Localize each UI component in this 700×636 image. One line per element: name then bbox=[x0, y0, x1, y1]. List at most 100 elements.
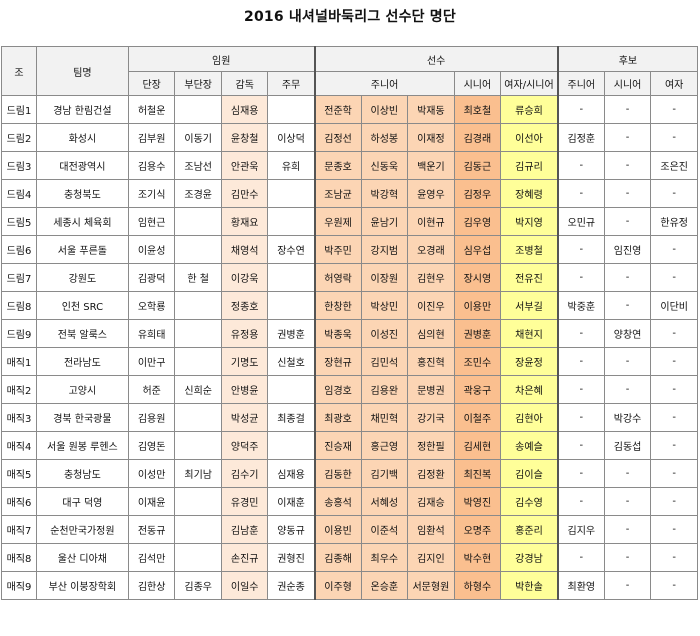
cell-junior-2: 이준석 bbox=[360, 515, 409, 544]
cell-reserve-women: - bbox=[650, 123, 698, 152]
roster-table: 조 팀명 임원 선수 후보 단장 부단장 감독 주무 주니어 시니어 여자/시니… bbox=[1, 46, 698, 600]
cell-junior-3: 김현우 bbox=[407, 263, 455, 292]
cell-reserve-senior: - bbox=[603, 207, 652, 236]
cell-gamdok: 윤창철 bbox=[220, 123, 269, 152]
cell-junior-3: 박재동 bbox=[407, 95, 455, 124]
cell-jo: 매직4 bbox=[1, 431, 37, 460]
header-reserve-junior: 주니어 bbox=[556, 71, 605, 96]
cell-team: 전북 알룩스 bbox=[35, 319, 129, 348]
cell-jo: 매직8 bbox=[1, 543, 37, 572]
cell-team: 세종시 체육회 bbox=[35, 207, 129, 236]
table-row: 드림2 화성시 김부원 이동기 윤창철 이상덕 김정선 하성봉 이재정 김경래 이선아 김정훈 - - bbox=[1, 123, 698, 152]
cell-jo: 드림9 bbox=[1, 319, 37, 348]
cell-bu-dandan: 조남선 bbox=[174, 151, 222, 180]
cell-junior-1: 임경호 bbox=[313, 375, 362, 404]
table-row: 드림4 충청북도 조기식 조경윤 김만수 조남균 박강혁 윤영우 김정우 장혜령 - - - bbox=[1, 179, 698, 208]
cell-junior-3: 김재승 bbox=[407, 487, 455, 516]
cell-reserve-junior: - bbox=[556, 235, 605, 264]
cell-junior-2: 최우수 bbox=[360, 543, 409, 572]
cell-junior-1: 송홍석 bbox=[313, 487, 362, 516]
cell-reserve-senior: - bbox=[603, 291, 652, 320]
cell-junior-2: 이성진 bbox=[360, 319, 409, 348]
cell-gamdok: 기명도 bbox=[220, 347, 269, 376]
cell-junior-1: 최광호 bbox=[313, 403, 362, 432]
cell-team: 충청북도 bbox=[35, 179, 129, 208]
cell-junior-1: 김동한 bbox=[313, 459, 362, 488]
cell-team: 서울 원봉 루헨스 bbox=[35, 431, 129, 460]
cell-women-senior: 홍준리 bbox=[500, 515, 559, 544]
cell-senior: 김동근 bbox=[453, 151, 502, 180]
cell-junior-2: 온승훈 bbox=[360, 571, 409, 600]
cell-women-senior: 조병철 bbox=[500, 235, 559, 264]
cell-team: 대구 덕영 bbox=[35, 487, 129, 516]
cell-junior-1: 박주민 bbox=[313, 235, 362, 264]
cell-reserve-women: - bbox=[650, 375, 698, 404]
cell-senior: 최진복 bbox=[453, 459, 502, 488]
page-title: 2016 내셔널바둑리그 선수단 명단 bbox=[244, 9, 456, 25]
cell-junior-2: 김기백 bbox=[360, 459, 409, 488]
cell-team: 경남 한림건설 bbox=[35, 95, 129, 124]
cell-reserve-senior: - bbox=[603, 487, 652, 516]
cell-senior: 박수현 bbox=[453, 543, 502, 572]
cell-junior-3: 홍진혁 bbox=[407, 347, 455, 376]
cell-women-senior: 송예슬 bbox=[500, 431, 559, 460]
cell-bu-dandan bbox=[174, 431, 222, 460]
cell-reserve-junior: - bbox=[556, 487, 605, 516]
cell-junior-3: 문병권 bbox=[407, 375, 455, 404]
cell-jumu bbox=[267, 207, 316, 236]
cell-team: 전라남도 bbox=[35, 347, 129, 376]
cell-dandan: 김용원 bbox=[127, 403, 176, 432]
cell-dandan: 허준 bbox=[127, 375, 176, 404]
cell-women-senior: 장혜령 bbox=[500, 179, 559, 208]
cell-jumu: 심재용 bbox=[267, 459, 316, 488]
cell-junior-2: 강지범 bbox=[360, 235, 409, 264]
cell-dandan: 오학룡 bbox=[127, 291, 176, 320]
cell-junior-2: 이상빈 bbox=[360, 95, 409, 124]
table-row: 매직9 부산 이붕장학회 김한상 김종우 이일수 권순종 이주형 온승훈 서문형원 하형수 박한솔 최… bbox=[1, 571, 698, 600]
cell-jumu: 유희 bbox=[267, 151, 316, 180]
cell-junior-2: 서혜성 bbox=[360, 487, 409, 516]
cell-reserve-women: 조은진 bbox=[650, 151, 698, 180]
cell-women-senior: 차은혜 bbox=[500, 375, 559, 404]
cell-jo: 드림1 bbox=[1, 95, 37, 124]
cell-jo: 드림3 bbox=[1, 151, 37, 180]
cell-senior: 이철주 bbox=[453, 403, 502, 432]
cell-gamdok: 심재용 bbox=[220, 95, 269, 124]
cell-senior: 권병훈 bbox=[453, 319, 502, 348]
cell-jo: 드림6 bbox=[1, 235, 37, 264]
table-row: 드림6 서울 푸른돌 이윤성 채영석 장수연 박주민 강지범 오경래 심우섭 조병철 - 임진영 - bbox=[1, 235, 698, 264]
cell-team: 서울 푸른돌 bbox=[35, 235, 129, 264]
cell-women-senior: 장윤정 bbox=[500, 347, 559, 376]
table-row: 매직8 울산 디아채 김석만 손진규 권형진 김종해 최우수 김지인 박수현 강경남 - - - bbox=[1, 543, 698, 572]
cell-reserve-senior: 양창연 bbox=[603, 319, 652, 348]
cell-jumu: 권병훈 bbox=[267, 319, 316, 348]
cell-gamdok: 김수기 bbox=[220, 459, 269, 488]
cell-junior-1: 이용빈 bbox=[313, 515, 362, 544]
table-row: 매직3 경북 한국광물 김용원 박성균 최종걸 최광호 채민혁 강기국 이철주 김현아 - 박강수 - bbox=[1, 403, 698, 432]
cell-senior: 오명주 bbox=[453, 515, 502, 544]
cell-jumu bbox=[267, 263, 316, 292]
cell-junior-1: 이주형 bbox=[313, 571, 362, 600]
cell-junior-3: 임환석 bbox=[407, 515, 455, 544]
cell-jo: 드림8 bbox=[1, 291, 37, 320]
cell-gamdok: 김남훈 bbox=[220, 515, 269, 544]
cell-jumu: 이상덕 bbox=[267, 123, 316, 152]
cell-reserve-senior: - bbox=[603, 571, 652, 600]
cell-women-senior: 강경남 bbox=[500, 543, 559, 572]
cell-senior: 장시영 bbox=[453, 263, 502, 292]
cell-jo: 매직3 bbox=[1, 403, 37, 432]
cell-reserve-senior: - bbox=[603, 375, 652, 404]
cell-bu-dandan bbox=[174, 347, 222, 376]
table-row: 매직5 충청남도 이성만 최기남 김수기 심재용 김동한 김기백 김정환 최진복 김이슬 - - - bbox=[1, 459, 698, 488]
cell-junior-2: 김용완 bbox=[360, 375, 409, 404]
cell-reserve-junior: - bbox=[556, 151, 605, 180]
cell-junior-3: 이현규 bbox=[407, 207, 455, 236]
table-row: 매직4 서울 원봉 루헨스 김영돈 양덕주 진승재 홍근영 정한필 김세현 송예슬 - 김동섭 - bbox=[1, 431, 698, 460]
cell-women-senior: 김이슬 bbox=[500, 459, 559, 488]
table-row: 드림9 전북 알룩스 유희태 유정용 권병훈 박종욱 이성진 심의현 권병훈 채현지 - 양창연 - bbox=[1, 319, 698, 348]
cell-jo: 매직5 bbox=[1, 459, 37, 488]
cell-women-senior: 이선아 bbox=[500, 123, 559, 152]
table-row: 드림7 강원도 김광덕 한 철 이강욱 허영락 이장원 김현우 장시영 전유진 - - - bbox=[1, 263, 698, 292]
cell-reserve-women: - bbox=[650, 347, 698, 376]
cell-dandan: 김석만 bbox=[127, 543, 176, 572]
